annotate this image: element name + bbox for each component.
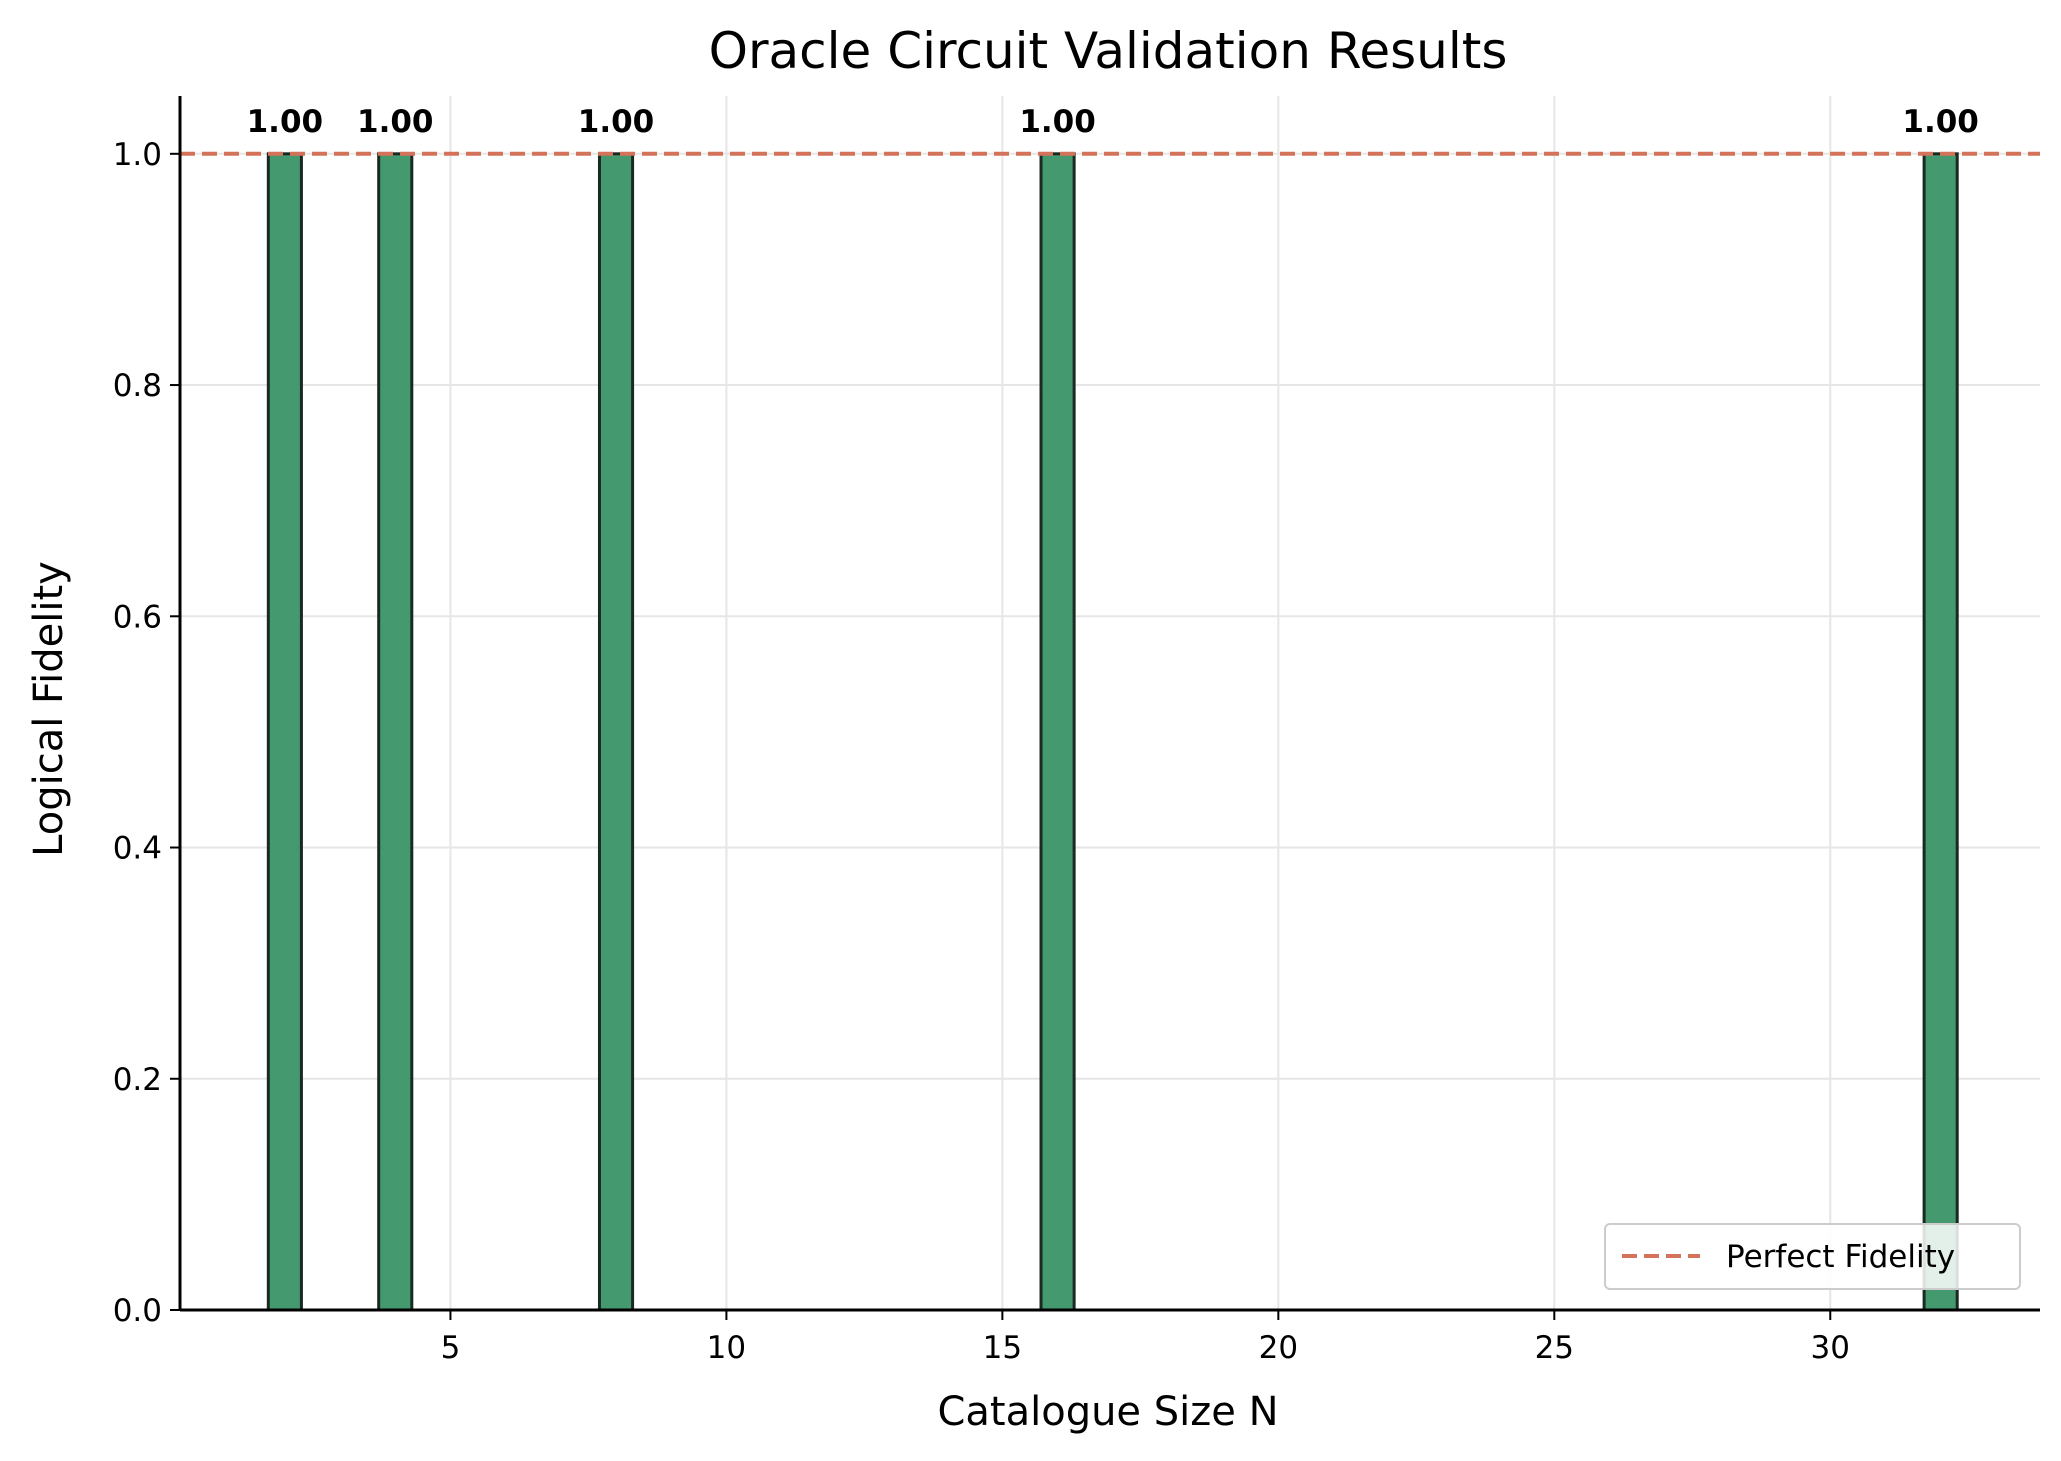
bar-value-label: 1.00 — [247, 104, 324, 140]
y-tick-label: 0.2 — [113, 1062, 162, 1098]
x-tick-label: 30 — [1811, 1330, 1850, 1366]
bar-value-label: 1.00 — [1019, 104, 1096, 140]
bar-value-label: 1.00 — [1902, 104, 1979, 140]
axes — [178, 96, 2040, 1312]
bar-value-label: 1.00 — [578, 104, 655, 140]
x-tick-label: 10 — [707, 1330, 746, 1366]
ticks: 5 10 15 20 25 30 0.0 0.2 0.4 0.6 0.8 1.0 — [113, 137, 1850, 1366]
y-axis-label: Logical Fidelity — [26, 561, 72, 857]
legend: Perfect Fidelity — [1604, 1223, 2021, 1290]
legend-label: Perfect Fidelity — [1726, 1239, 1955, 1275]
x-tick-label: 15 — [983, 1330, 1022, 1366]
bar-value-label: 1.00 — [357, 104, 434, 140]
x-axis-label: Catalogue Size N — [937, 1389, 1278, 1435]
y-tick-label: 0.8 — [113, 368, 162, 404]
grid — [180, 96, 2040, 1311]
bar — [1039, 152, 1076, 1312]
x-tick-label: 5 — [441, 1330, 461, 1366]
y-tick-label: 1.0 — [113, 137, 162, 173]
bar — [377, 152, 414, 1312]
data-labels: 1.00 1.00 1.00 1.00 1.00 — [247, 104, 1979, 140]
bars — [266, 152, 1959, 1312]
x-tick-label: 25 — [1535, 1330, 1574, 1366]
bar — [266, 152, 303, 1312]
chart-title: Oracle Circuit Validation Results — [709, 22, 1508, 80]
bar — [1922, 152, 1959, 1312]
x-tick-label: 20 — [1259, 1330, 1298, 1366]
y-tick-label: 0.4 — [113, 831, 162, 867]
y-tick-label: 0.0 — [113, 1293, 162, 1329]
legend-box — [1604, 1223, 2021, 1290]
bar — [597, 152, 635, 1312]
y-tick-label: 0.6 — [113, 599, 162, 635]
